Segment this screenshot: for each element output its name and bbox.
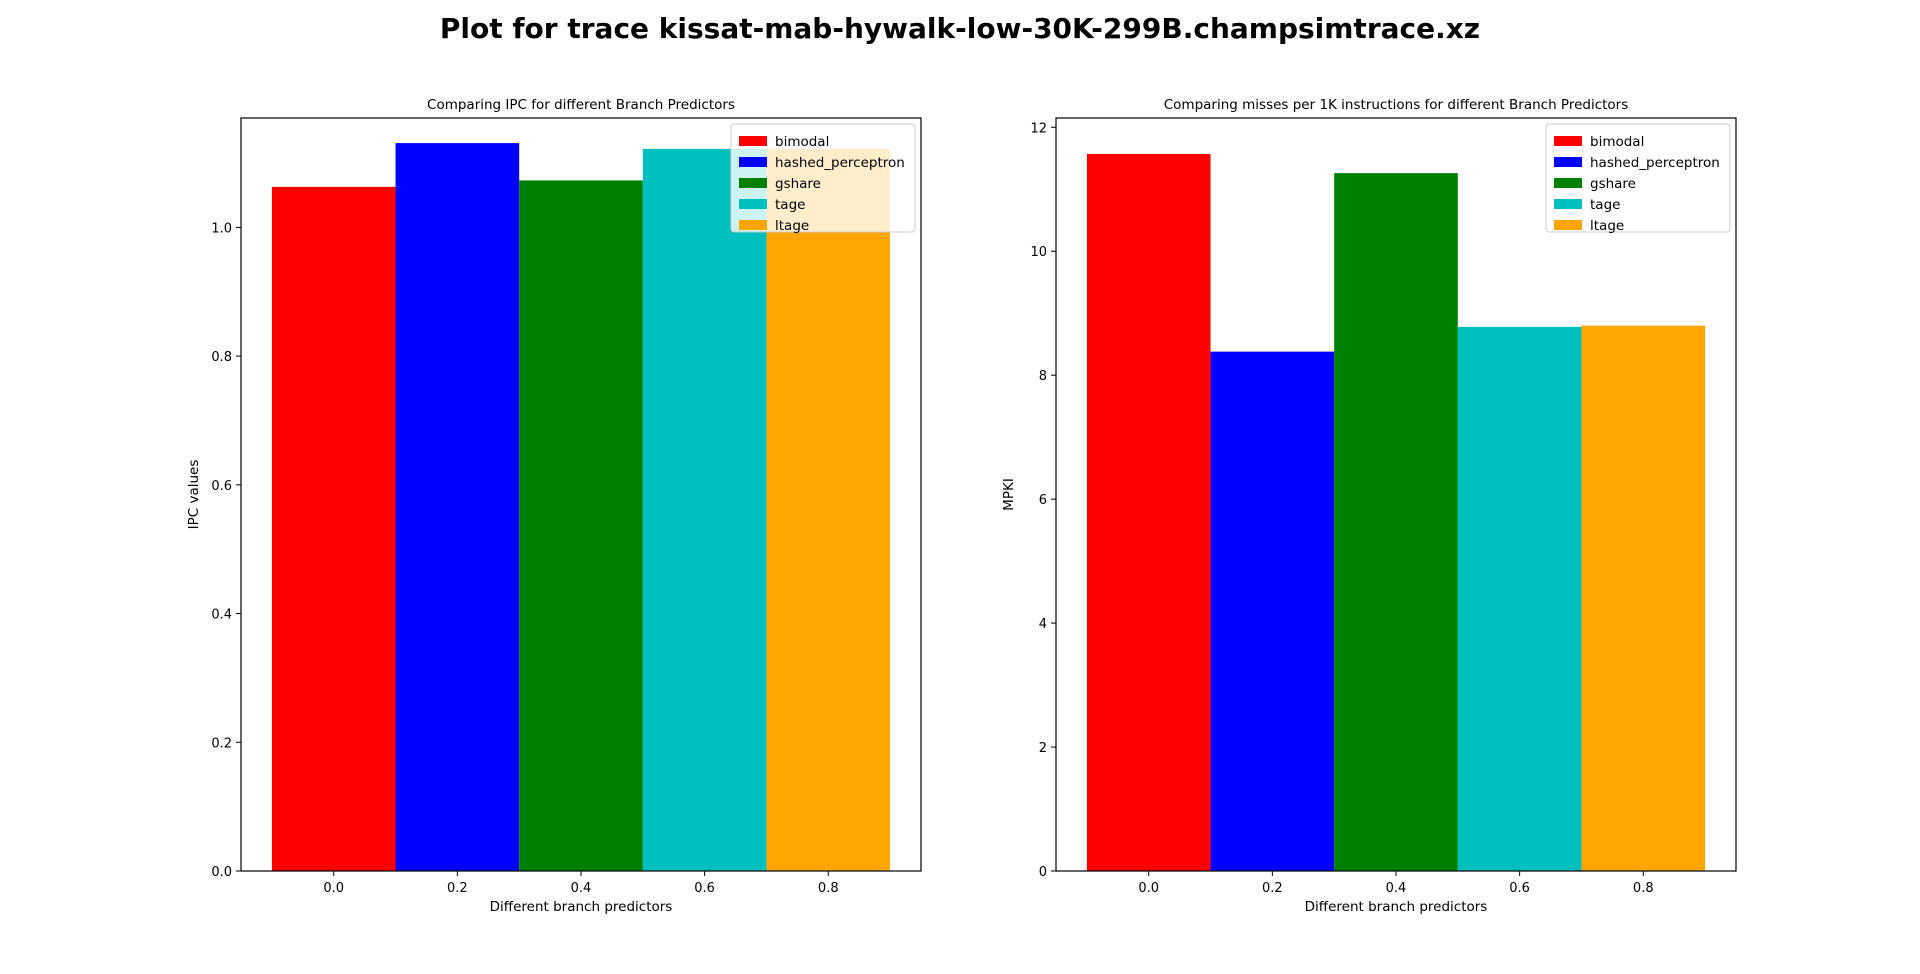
legend-label-ltage: ltage (1590, 218, 1624, 234)
y-tick-label: 2 (1039, 741, 1047, 756)
bar-ltage (766, 148, 891, 871)
legend-box (1545, 123, 1731, 233)
figure-title: Plot for trace kissat-mab-hywalk-low-30K… (439, 12, 1481, 45)
x-tick-label: 0.0 (323, 881, 344, 896)
y-tick-label: 12 (1030, 121, 1047, 136)
bar-hashed_perceptron (1210, 351, 1335, 871)
legend-swatch-bimodal (1554, 136, 1582, 146)
y-tick-label: 4 (1039, 617, 1047, 632)
bar-tage (642, 148, 767, 871)
legend-label-bimodal: bimodal (775, 134, 829, 150)
y-tick-label: 6 (1039, 493, 1047, 508)
y-tick-label: 10 (1030, 245, 1047, 260)
legend-label-bimodal: bimodal (1590, 134, 1644, 150)
legend-swatch-ltage (739, 220, 767, 230)
legend-swatch-gshare (1554, 178, 1582, 188)
y-tick-label: 0.2 (211, 736, 232, 751)
bar-bimodal (1086, 153, 1211, 871)
x-axis-label: Different branch predictors (1305, 899, 1488, 915)
legend-swatch-ltage (1554, 220, 1582, 230)
y-tick-label: 0.0 (211, 865, 232, 880)
y-axis-label: MPKI (1001, 478, 1017, 511)
legend-box (730, 123, 916, 233)
bar-hashed_perceptron (395, 143, 520, 872)
x-tick-label: 0.6 (694, 881, 715, 896)
legend-label-tage: tage (775, 197, 805, 213)
bar-bimodal (271, 186, 396, 871)
chart-title: Comparing misses per 1K instructions for… (1164, 97, 1629, 113)
chart-title: Comparing IPC for different Branch Predi… (427, 97, 735, 113)
legend-swatch-gshare (739, 178, 767, 188)
bar-ltage (1581, 325, 1706, 871)
legend-swatch-tage (1554, 199, 1582, 209)
chart-1: 0.0 0.2 0.4 0.6 0.8 0.0 0.2 0.4 0.6 0.8 1.0 Compari… (186, 97, 922, 915)
y-axis-label: IPC values (186, 460, 202, 530)
x-tick-label: 0.4 (1386, 881, 1407, 896)
legend-label-hashed_perceptron: hashed_perceptron (1590, 155, 1720, 171)
bar-gshare (519, 180, 643, 871)
x-tick-label: 0.8 (1633, 881, 1654, 896)
bar-tage (1457, 326, 1582, 871)
bar-gshare (1334, 173, 1458, 871)
y-tick-label: 0.6 (211, 479, 232, 494)
x-tick-label: 0.6 (1509, 881, 1530, 896)
y-tick-label: 0.8 (211, 350, 232, 365)
x-tick-label: 0.4 (571, 881, 592, 896)
legend-swatch-hashed_perceptron (1554, 157, 1582, 167)
x-tick-label: 0.2 (1262, 881, 1283, 896)
legend-label-ltage: ltage (775, 218, 809, 234)
legend-label-gshare: gshare (1590, 176, 1636, 192)
y-tick-label: 8 (1039, 369, 1047, 384)
legend-swatch-bimodal (739, 136, 767, 146)
x-axis-label: Different branch predictors (490, 899, 673, 915)
legend-label-tage: tage (1590, 197, 1620, 213)
legend-label-hashed_perceptron: hashed_perceptron (775, 155, 905, 171)
chart-2: 0.0 0.2 0.4 0.6 0.8 0 2 4 6 8 10 12 Comparing misses… (1001, 97, 1737, 915)
legend-label-gshare: gshare (775, 176, 821, 192)
y-tick-label: 1.0 (211, 221, 232, 236)
x-tick-label: 0.2 (447, 881, 468, 896)
x-tick-label: 0.0 (1138, 881, 1159, 896)
x-tick-label: 0.8 (818, 881, 839, 896)
legend-swatch-hashed_perceptron (739, 157, 767, 167)
legend-swatch-tage (739, 199, 767, 209)
y-tick-label: 0 (1039, 865, 1047, 880)
y-tick-label: 0.4 (211, 608, 232, 623)
